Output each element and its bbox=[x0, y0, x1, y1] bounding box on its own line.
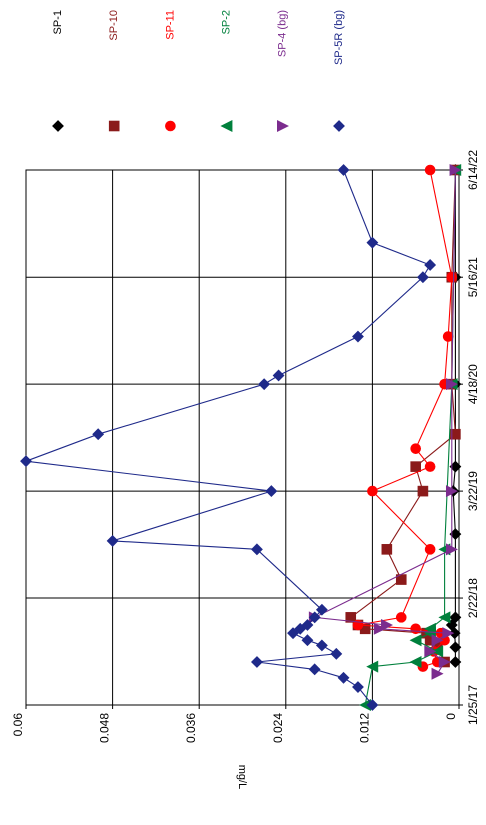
date-tick-label: 1/25/17 bbox=[466, 685, 480, 725]
data-point-sp-5r-bg bbox=[337, 164, 350, 176]
legend-label-sp-1: SP-1 bbox=[52, 10, 64, 34]
value-tick-label: 0.06 bbox=[11, 713, 25, 737]
legend-marker-sp-4-bg bbox=[276, 120, 289, 132]
data-point-sp-4-bg bbox=[438, 656, 451, 668]
data-point-sp-5r-bg bbox=[366, 236, 379, 249]
data-point-sp-2 bbox=[366, 660, 379, 673]
legend-marker-sp-2 bbox=[220, 120, 233, 132]
data-point-sp-10 bbox=[345, 612, 357, 623]
legend: SP-1 SP-10 SP-11 SP-2 SP-4 (bg) SP-5R (bg) bbox=[52, 10, 345, 132]
data-point-sp-10 bbox=[381, 544, 393, 555]
date-tick-label: 3/22/19 bbox=[466, 471, 480, 511]
series-sp-5r-bg bbox=[20, 164, 437, 711]
data-point-sp-5r-bg bbox=[424, 259, 437, 271]
value-tick-label: 0.036 bbox=[184, 713, 198, 743]
date-tick-label: 6/14/22 bbox=[466, 150, 480, 190]
data-point-sp-5r-bg bbox=[287, 627, 299, 640]
legend-label-sp-4-bg: SP-4 (bg) bbox=[277, 10, 289, 57]
data-point-sp-5r-bg bbox=[106, 534, 119, 547]
data-point-sp-4-bg bbox=[442, 627, 455, 640]
data-point-sp-5r-bg bbox=[366, 699, 379, 711]
value-tick-label: 0.024 bbox=[271, 713, 285, 743]
data-point-sp-11 bbox=[367, 485, 378, 497]
data-point-sp-1 bbox=[449, 656, 462, 668]
date-tick-label: 2/22/18 bbox=[466, 578, 480, 618]
value-axis-ticks: 0 0.012 0.024 0.036 0.048 0.06 bbox=[11, 705, 460, 743]
data-point-sp-5r-bg bbox=[258, 378, 271, 391]
date-axis-ticks: 1/25/17 2/22/18 3/22/19 4/18/20 5/16/21 6/14/… bbox=[459, 150, 480, 725]
data-point-sp-2 bbox=[409, 634, 422, 647]
data-point-sp-5r-bg bbox=[352, 330, 364, 343]
data-point-sp-4-bg bbox=[445, 378, 458, 391]
series-layer bbox=[20, 164, 462, 711]
data-point-sp-11 bbox=[446, 271, 458, 283]
data-point-sp-5r-bg bbox=[308, 663, 321, 676]
data-point-sp-5r-bg bbox=[315, 639, 328, 652]
legend-marker-sp-10 bbox=[108, 120, 120, 132]
data-point-sp-11 bbox=[424, 461, 436, 472]
legend-label-sp-2: SP-2 bbox=[221, 10, 233, 34]
data-point-sp-4-bg bbox=[431, 634, 444, 647]
legend-marker-sp-1 bbox=[52, 120, 64, 132]
data-point-sp-10 bbox=[410, 461, 422, 472]
value-tick-label: 0.012 bbox=[357, 713, 371, 743]
data-point-sp-5r-bg bbox=[416, 271, 429, 284]
data-point-sp-5r-bg bbox=[20, 455, 32, 468]
data-point-sp-11 bbox=[395, 612, 407, 623]
data-point-sp-5r-bg bbox=[337, 671, 350, 684]
date-tick-label: 4/18/20 bbox=[466, 364, 480, 404]
data-point-sp-4-bg bbox=[431, 667, 444, 680]
date-tick-label: 5/16/21 bbox=[466, 257, 480, 297]
data-point-sp-10 bbox=[417, 485, 429, 497]
data-point-sp-5r-bg bbox=[301, 634, 314, 647]
data-point-sp-11 bbox=[424, 544, 436, 555]
data-point-sp-11 bbox=[442, 331, 454, 342]
legend-label-sp-5r-bg: SP-5R (bg) bbox=[333, 10, 345, 65]
data-point-sp-4-bg bbox=[373, 622, 386, 635]
data-point-sp-11 bbox=[410, 443, 422, 454]
ylabel: mg/L bbox=[236, 765, 248, 789]
data-point-sp-2 bbox=[431, 645, 444, 658]
data-point-sp-5r-bg bbox=[272, 369, 285, 382]
data-point-sp-4-bg bbox=[449, 164, 462, 176]
legend-label-sp-10: SP-10 bbox=[108, 10, 120, 41]
data-point-sp-4-bg bbox=[445, 485, 458, 498]
legend-marker-sp-11 bbox=[165, 120, 176, 132]
data-point-sp-4-bg bbox=[424, 645, 437, 658]
data-point-sp-2 bbox=[409, 656, 422, 668]
data-point-sp-11 bbox=[410, 623, 422, 635]
data-point-sp-5r-bg bbox=[315, 603, 328, 616]
data-point-sp-5r-bg bbox=[265, 485, 278, 498]
data-point-sp-5r-bg bbox=[330, 647, 343, 660]
data-point-sp-5r-bg bbox=[251, 656, 263, 668]
data-point-sp-2 bbox=[438, 611, 451, 624]
value-tick-label: 0 bbox=[444, 713, 458, 720]
data-point-sp-1 bbox=[449, 611, 462, 624]
series-line-sp-11 bbox=[357, 169, 453, 668]
data-point-sp-4-bg bbox=[381, 619, 394, 631]
data-point-sp-11 bbox=[424, 164, 436, 176]
data-point-sp-5r-bg bbox=[352, 681, 364, 693]
data-point-sp-10 bbox=[450, 428, 461, 440]
data-point-sp-1 bbox=[449, 641, 462, 654]
value-tick-label: 0.048 bbox=[98, 713, 112, 743]
data-point-sp-5r-bg bbox=[92, 428, 105, 441]
data-point-sp-5r-bg bbox=[301, 619, 314, 631]
legend-label-sp-11: SP-11 bbox=[164, 10, 176, 40]
data-point-sp-5r-bg bbox=[251, 543, 263, 556]
data-point-sp-5r-bg bbox=[308, 611, 321, 624]
data-point-sp-4-bg bbox=[445, 543, 458, 556]
legend-marker-sp-5r-bg bbox=[333, 120, 345, 132]
plot-area bbox=[26, 170, 459, 705]
